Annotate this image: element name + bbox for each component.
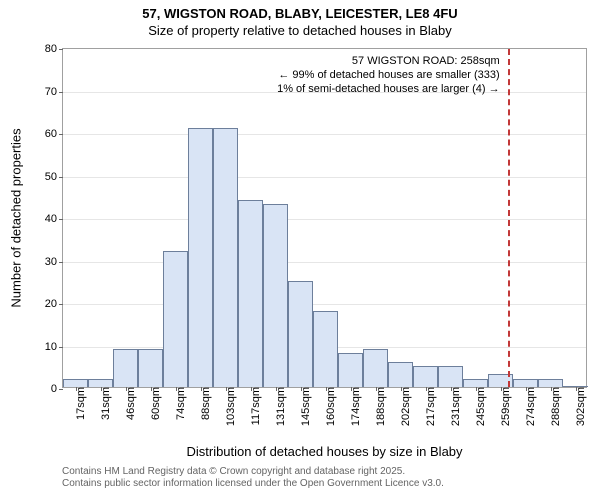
histogram-bar — [113, 349, 138, 387]
title-area: 57, WIGSTON ROAD, BLABY, LEICESTER, LE8 … — [0, 0, 600, 38]
histogram-bar — [138, 349, 163, 387]
xtick-label: 17sqm — [73, 387, 87, 420]
xtick-label: 217sqm — [423, 387, 437, 426]
histogram-bar — [88, 379, 113, 388]
xtick-label: 145sqm — [298, 387, 312, 426]
title-line-1: 57, WIGSTON ROAD, BLABY, LEICESTER, LE8 … — [0, 0, 600, 21]
annotation-line-1: 57 WIGSTON ROAD: 258sqm — [277, 55, 500, 69]
xtick-label: 202sqm — [398, 387, 412, 426]
histogram-bar — [163, 251, 188, 387]
xtick-label: 88sqm — [198, 387, 212, 420]
annotation-line-2: ← 99% of detached houses are smaller (33… — [277, 69, 500, 83]
histogram-bar — [463, 379, 488, 388]
xtick-label: 302sqm — [573, 387, 587, 426]
ytick-mark — [59, 177, 63, 178]
xtick-label: 174sqm — [348, 387, 362, 426]
ytick-mark — [59, 219, 63, 220]
x-axis-label: Distribution of detached houses by size … — [186, 444, 462, 459]
xtick-label: 259sqm — [498, 387, 512, 426]
xtick-label: 31sqm — [98, 387, 112, 420]
xtick-label: 46sqm — [123, 387, 137, 420]
xtick-label: 231sqm — [448, 387, 462, 426]
xtick-label: 188sqm — [373, 387, 387, 426]
y-axis-label: Number of detached properties — [9, 128, 24, 307]
xtick-label: 131sqm — [273, 387, 287, 426]
xtick-label: 60sqm — [148, 387, 162, 420]
ytick-mark — [59, 347, 63, 348]
ytick-mark — [59, 262, 63, 263]
ytick-mark — [59, 92, 63, 93]
histogram-bar — [313, 311, 338, 388]
histogram-bar — [188, 128, 213, 387]
histogram-bar — [263, 204, 288, 387]
histogram-bar — [438, 366, 463, 387]
credits-line-2: Contains public sector information licen… — [62, 478, 444, 489]
xtick-label: 288sqm — [548, 387, 562, 426]
histogram-bar — [513, 379, 538, 388]
annotation-line-3: 1% of semi-detached houses are larger (4… — [277, 83, 500, 97]
histogram-bar — [413, 366, 438, 387]
title-line-2: Size of property relative to detached ho… — [0, 21, 600, 38]
histogram-bar — [363, 349, 388, 387]
histogram-bar — [538, 379, 563, 388]
xtick-label: 117sqm — [248, 387, 262, 425]
ytick-mark — [59, 304, 63, 305]
ytick-mark — [59, 389, 63, 390]
histogram-bar — [63, 379, 88, 388]
ytick-mark — [59, 134, 63, 135]
xtick-label: 160sqm — [323, 387, 337, 426]
plot-area: 0102030405060708017sqm31sqm46sqm60sqm74s… — [62, 48, 587, 388]
histogram-bar — [388, 362, 413, 388]
chart-container: 57, WIGSTON ROAD, BLABY, LEICESTER, LE8 … — [0, 0, 600, 500]
histogram-bar — [238, 200, 263, 387]
histogram-bar — [288, 281, 313, 387]
annotation-box: 57 WIGSTON ROAD: 258sqm← 99% of detached… — [277, 55, 500, 96]
xtick-label: 245sqm — [473, 387, 487, 426]
xtick-label: 103sqm — [223, 387, 237, 426]
xtick-label: 74sqm — [173, 387, 187, 420]
xtick-label: 274sqm — [523, 387, 537, 426]
histogram-bar — [338, 353, 363, 387]
histogram-bar — [213, 128, 238, 387]
credits-line-1: Contains HM Land Registry data © Crown c… — [62, 466, 405, 477]
ytick-mark — [59, 49, 63, 50]
marker-vline — [508, 49, 510, 387]
